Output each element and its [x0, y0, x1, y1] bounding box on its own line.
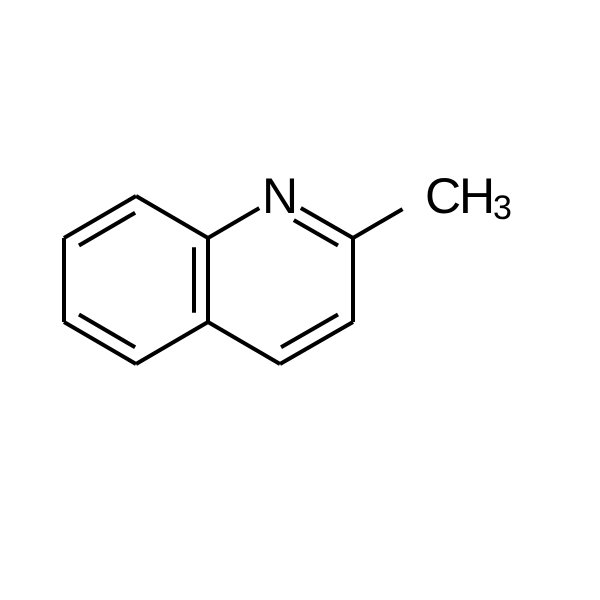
molecule-diagram: N CH3 [0, 0, 600, 600]
atom-label-h: H [459, 168, 495, 224]
atom-label-n: N [262, 168, 298, 224]
atom-label-3: 3 [493, 189, 512, 227]
atom-label-c: C [425, 168, 461, 224]
